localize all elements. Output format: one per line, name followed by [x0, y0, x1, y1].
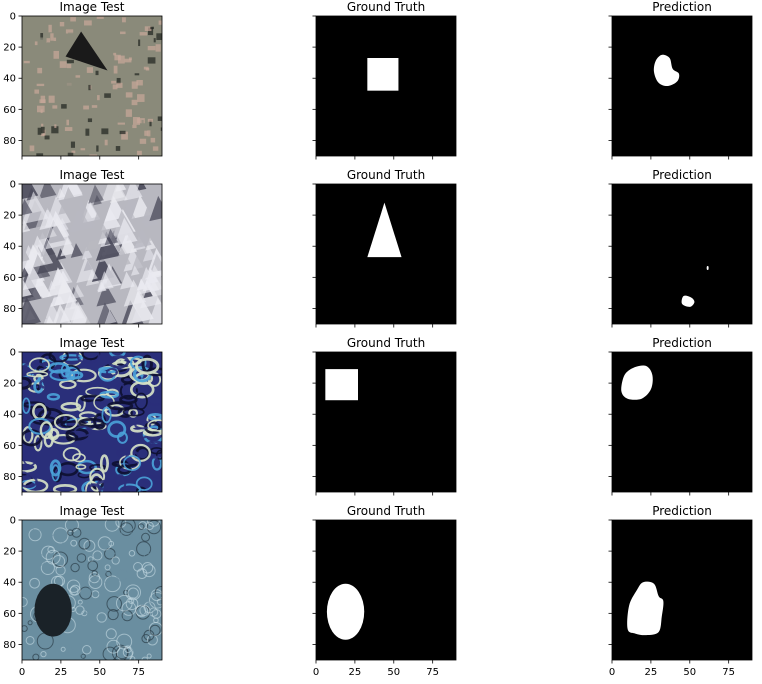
- x-tick-label: 50: [93, 667, 106, 678]
- panel-3-3: Prediction: [608, 336, 753, 496]
- x-tick-label: 25: [645, 667, 658, 678]
- x-tick-label: 75: [132, 667, 145, 678]
- y-tick-label: 80: [3, 472, 16, 483]
- panel-2-3: Prediction: [608, 168, 753, 328]
- ground-truth-mask: [367, 202, 402, 258]
- x-tick-label: 0: [313, 667, 319, 678]
- y-tick-label: 60: [3, 105, 16, 116]
- y-tick-label: 0: [10, 348, 16, 359]
- panel-title: Image Test: [59, 0, 124, 14]
- y-tick-label: 80: [3, 304, 16, 315]
- panel-grid: Image Test 0 20 40 60 80 Ground Truth Predictio…: [3, 0, 753, 678]
- y-tick-label: 20: [3, 547, 16, 558]
- panel-title: Ground Truth: [347, 336, 425, 350]
- axes-frame: [315, 351, 457, 493]
- y-tick-label: 60: [3, 609, 16, 620]
- y-tick-label: 20: [3, 43, 16, 54]
- y-tick-label: 60: [3, 273, 16, 284]
- panel-title: Image Test: [59, 336, 124, 350]
- panel-3-1: Image Test 0 20 40 60 80: [3, 336, 163, 496]
- y-tick-label: 80: [3, 136, 16, 147]
- prediction-mask: [653, 54, 680, 87]
- y-tick-label: 40: [3, 578, 16, 589]
- panel-2-2: Ground Truth: [312, 168, 457, 328]
- texture-object: [34, 583, 72, 637]
- axes-frame: [315, 183, 457, 325]
- axes-frame: [21, 183, 163, 325]
- panel-title: Ground Truth: [347, 504, 425, 518]
- y-tick-label: 20: [3, 211, 16, 222]
- panel-4-3: Prediction 0 25 50 75: [608, 504, 753, 678]
- axes-frame: [315, 15, 457, 157]
- texture-image: [22, 352, 162, 492]
- axes-frame: [611, 15, 753, 157]
- axes-frame: [611, 183, 753, 325]
- panel-title: Ground Truth: [347, 168, 425, 182]
- panel-title: Ground Truth: [347, 0, 425, 14]
- panel-title: Prediction: [652, 168, 712, 182]
- x-tick-label: 50: [387, 667, 400, 678]
- panel-4-2: Ground Truth 0 25 50 75: [312, 504, 457, 678]
- axes-frame: [21, 15, 163, 157]
- y-tick-label: 80: [3, 640, 16, 651]
- panel-1-2: Ground Truth: [312, 0, 457, 160]
- mask-background: [612, 520, 752, 660]
- x-tick-label: 25: [349, 667, 362, 678]
- panel-4-1: Image Test 0 20 40 60 80 0 25 50 75: [3, 504, 163, 678]
- panel-2-1: Image Test 0 20 40 60 80: [3, 168, 163, 328]
- ground-truth-mask: [325, 369, 358, 401]
- panel-title: Prediction: [652, 336, 712, 350]
- texture-image: [22, 184, 162, 324]
- axes-frame: [21, 351, 163, 493]
- panel-1-3: Prediction: [608, 0, 753, 160]
- axes-frame: [21, 519, 163, 661]
- texture-image: [22, 16, 162, 156]
- y-tick-label: 60: [3, 441, 16, 452]
- y-tick-label: 0: [10, 516, 16, 527]
- panel-1-1: Image Test 0 20 40 60 80: [3, 0, 163, 160]
- panel-title: Prediction: [652, 0, 712, 14]
- ground-truth-mask: [367, 58, 399, 91]
- axes-frame: [315, 519, 457, 661]
- y-tick-label: 0: [10, 180, 16, 191]
- prediction-mask: [627, 581, 664, 636]
- x-tick-label: 75: [722, 667, 735, 678]
- y-tick-label: 40: [3, 410, 16, 421]
- texture-object: [65, 31, 108, 71]
- prediction-mask: [681, 295, 695, 307]
- x-tick-label: 25: [55, 667, 68, 678]
- panel-title: Image Test: [59, 168, 124, 182]
- x-tick-label: 0: [609, 667, 615, 678]
- y-tick-label: 40: [3, 74, 16, 85]
- mask-background: [612, 16, 752, 156]
- panel-title: Image Test: [59, 504, 124, 518]
- axes-frame: [611, 519, 753, 661]
- prediction-mask: [621, 365, 653, 400]
- texture-image: [22, 520, 162, 660]
- y-tick-label: 40: [3, 242, 16, 253]
- x-tick-label: 75: [426, 667, 439, 678]
- ground-truth-mask: [326, 583, 365, 640]
- axes-frame: [611, 351, 753, 493]
- x-tick-label: 50: [683, 667, 696, 678]
- y-tick-label: 20: [3, 379, 16, 390]
- prediction-mask: [706, 266, 709, 270]
- x-tick-label: 0: [19, 667, 25, 678]
- y-tick-label: 0: [10, 12, 16, 23]
- panel-3-2: Ground Truth: [312, 336, 457, 496]
- panel-title: Prediction: [652, 504, 712, 518]
